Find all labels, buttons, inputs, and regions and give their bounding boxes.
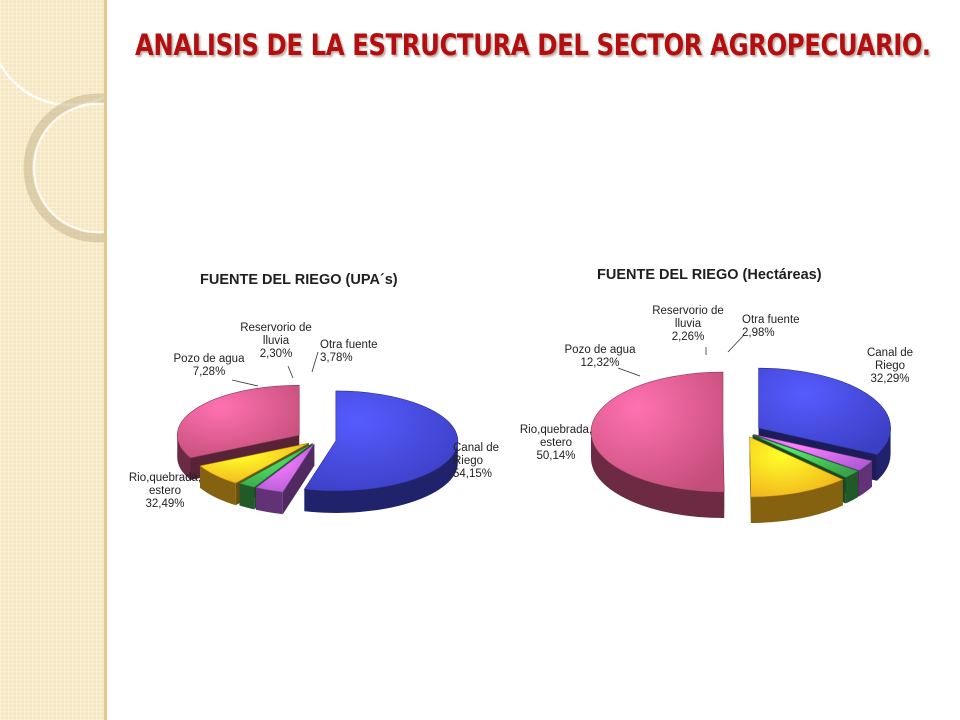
leader-line	[287, 365, 294, 379]
leader-line	[311, 351, 319, 373]
slice-label-0-1: Otra fuente 3,78%	[320, 339, 378, 364]
pie-slice-0-1	[255, 443, 315, 515]
decorative-side-panel	[0, 0, 107, 720]
slice-label-1-0: Canal de Riego 32,29%	[867, 347, 913, 385]
pie-slice-1-4	[590, 371, 725, 519]
leader-line	[617, 367, 641, 377]
leader-line	[231, 379, 259, 387]
slice-label-0-4: Rio,quebrada, estero 32,49%	[129, 472, 201, 510]
pie-chart-hectareas: FUENTE DEL RIEGO (Hectáreas) Canal de Rie…	[520, 267, 913, 524]
slice-label-0-0: Canal de Riego 54,15%	[453, 442, 499, 480]
slice-label-0-2: Reservorio de lluvia 2,30%	[240, 322, 312, 360]
pie-slice-0-0	[303, 390, 459, 513]
slice-label-1-1: Otra fuente 2,98%	[742, 314, 800, 339]
slice-label-1-4: Rio,quebrada, estero 50,14%	[520, 424, 592, 462]
pie-slice-1-3	[749, 436, 844, 524]
chart-title-upas: FUENTE DEL RIEGO (UPA´s)	[200, 272, 398, 288]
slide-title: ANALISIS DE LA ESTRUCTURA DEL SECTOR AGR…	[135, 28, 931, 62]
slice-label-1-2: Reservorio de lluvia 2,26%	[652, 305, 724, 343]
slice-label-0-3: Pozo de agua 7,28%	[174, 353, 246, 378]
leader-line	[727, 334, 745, 353]
decorative-circles	[0, 61, 104, 243]
chart-title-hectareas: FUENTE DEL RIEGO (Hectáreas)	[597, 267, 822, 283]
pie-chart-upas: FUENTE DEL RIEGO (UPA´s) Canal de Riego 54…	[129, 272, 499, 515]
slice-label-1-3: Pozo de agua 12,32%	[565, 344, 637, 369]
